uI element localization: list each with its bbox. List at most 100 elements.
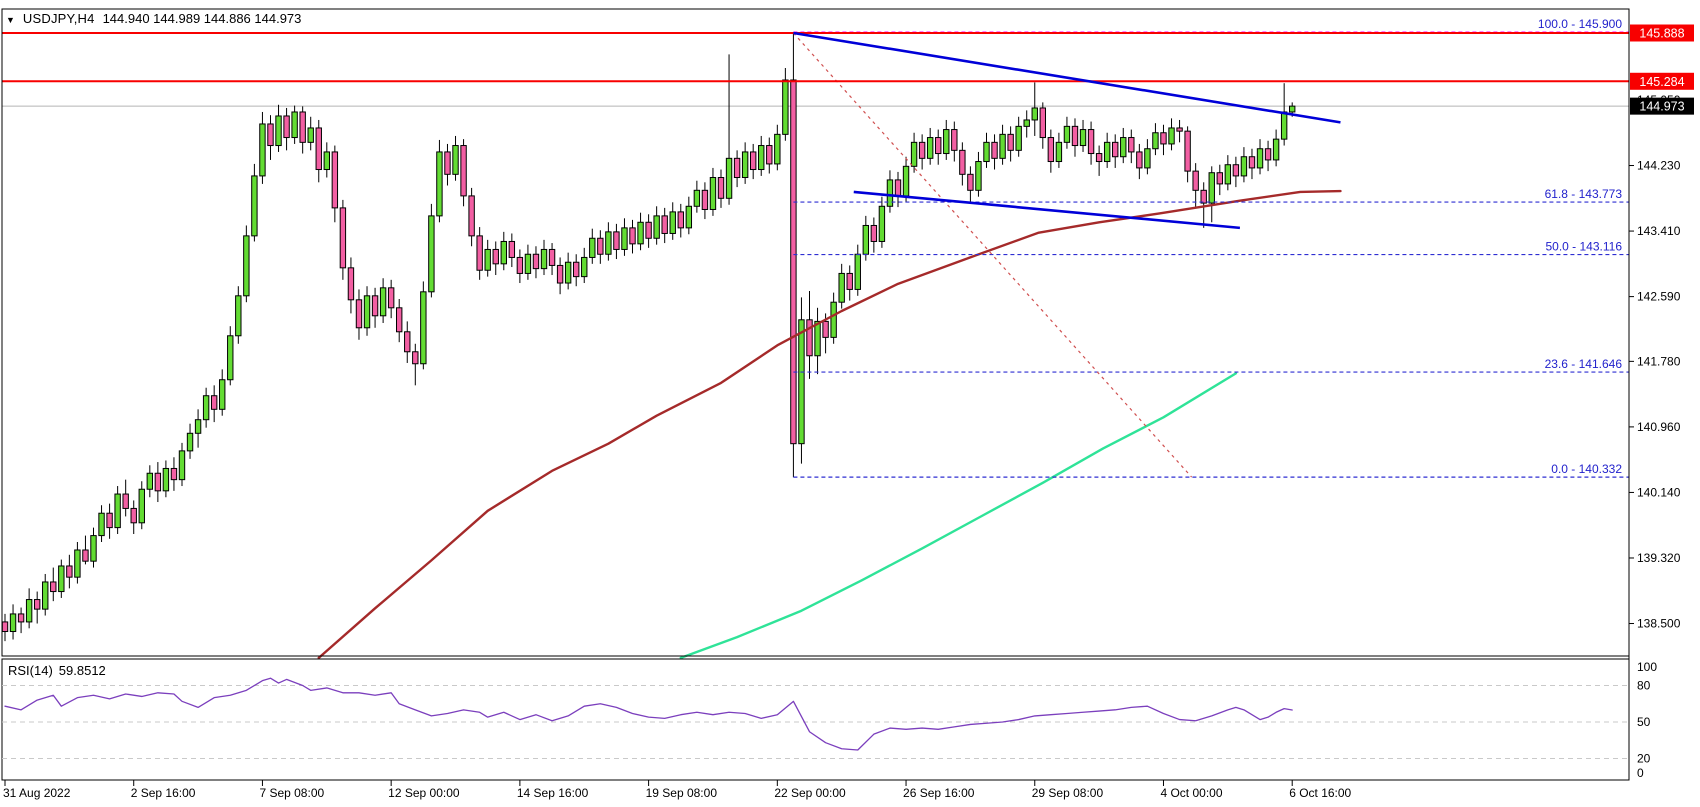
- candle-bearish: [1248, 156, 1256, 169]
- candle-bullish: [1152, 132, 1159, 150]
- candle-bullish: [741, 151, 749, 179]
- candle-bearish: [572, 261, 580, 278]
- candle-bearish: [508, 240, 516, 258]
- candle-bullish: [621, 227, 628, 250]
- candle-bearish: [1136, 151, 1143, 169]
- candle-bearish: [935, 137, 942, 155]
- candle-bullish: [1224, 164, 1232, 185]
- candle-bullish: [98, 512, 105, 537]
- candle-bearish: [476, 235, 483, 271]
- candle-bearish: [315, 127, 322, 171]
- candle-bearish: [1087, 129, 1095, 155]
- candle-bearish: [355, 299, 363, 329]
- candle-bullish: [436, 151, 443, 217]
- frames-layer: [1, 8, 1630, 781]
- candle-bearish: [122, 493, 129, 509]
- candle-bullish: [581, 256, 588, 278]
- candle-bullish: [219, 379, 226, 410]
- candle-bullish: [1120, 137, 1127, 158]
- candle-bearish: [82, 549, 89, 562]
- candle-bullish: [194, 419, 202, 434]
- price-tick-label: 142.590: [1637, 290, 1681, 304]
- ohlc-quote-values: 144.940 144.989 144.886 144.973: [102, 11, 302, 26]
- candle-bearish: [597, 237, 604, 255]
- candle-bullish: [74, 549, 81, 578]
- candle-bearish: [951, 129, 958, 151]
- rsi-panel-layer[interactable]: 100 80 50 200: [2, 660, 1657, 780]
- candle-bearish: [468, 195, 475, 237]
- candle-bullish: [178, 450, 186, 481]
- candle-bearish: [396, 307, 403, 333]
- candle-bearish: [532, 253, 540, 270]
- candle-bullish: [814, 320, 821, 357]
- candle-bullish: [1031, 107, 1038, 121]
- candle-bearish: [766, 145, 773, 165]
- candle-bearish: [444, 151, 451, 175]
- candle-bearish: [1095, 153, 1103, 163]
- time-tick-label: 6 Oct 16:00: [1289, 786, 1351, 800]
- candle-bearish: [1200, 189, 1207, 204]
- time-tick-label: 14 Sep 16:00: [517, 786, 589, 800]
- candle-bullish: [1272, 138, 1280, 161]
- candle-bullish: [975, 161, 982, 191]
- time-tick-label: 22 Sep 00:00: [774, 786, 846, 800]
- candle-bullish: [943, 129, 950, 155]
- price-axis[interactable]: 145.050144.230143.410142.590141.780140.9…: [1628, 9, 1694, 780]
- candle-bullish: [1144, 148, 1151, 169]
- lower-descending-trendline[interactable]: [853, 190, 1241, 230]
- upper-descending-trendline[interactable]: [793, 31, 1341, 124]
- candle-bearish: [645, 221, 652, 239]
- candle-bullish: [653, 215, 660, 239]
- rsi-indicator-label: RSI(14): [8, 663, 53, 678]
- time-tick-label: 29 Sep 08:00: [1032, 786, 1104, 800]
- candle-bullish: [58, 565, 65, 593]
- candle-bullish: [1289, 105, 1296, 113]
- candle-bearish: [50, 581, 57, 593]
- candle-bullish: [910, 141, 918, 167]
- moving-averages-layer: [317, 189, 1342, 660]
- candle-bullish: [259, 123, 266, 177]
- price-tick-label: 140.140: [1637, 485, 1681, 499]
- candle-bullish: [758, 145, 765, 171]
- candle-bullish: [379, 287, 387, 317]
- price-tick-label: 143.410: [1637, 224, 1681, 238]
- candle-bullish: [1023, 119, 1030, 127]
- chart-symbol-label: USDJPY,H4: [22, 11, 95, 26]
- candle-bullish: [862, 224, 870, 255]
- candle-bearish: [629, 227, 636, 245]
- candle-bearish: [460, 145, 467, 197]
- price-badge: [1630, 24, 1694, 42]
- candle-bearish: [170, 467, 178, 481]
- candle-bullish: [669, 211, 676, 234]
- candle-bearish: [1192, 170, 1199, 191]
- candle-bullish: [1240, 156, 1248, 177]
- candle-bullish: [999, 133, 1006, 159]
- rsi-panel-frame: [1, 658, 1630, 781]
- fib-level-label: 23.6 - 141.646: [1545, 357, 1623, 371]
- candle-bullish: [854, 253, 861, 290]
- fib-level-label: 100.0 - 145.900: [1538, 17, 1622, 31]
- candle-bullish: [926, 137, 934, 159]
- candle-bearish: [1232, 164, 1240, 177]
- candle-bullish: [782, 79, 789, 135]
- candle-bullish: [162, 467, 170, 492]
- candle-bullish: [243, 235, 250, 297]
- candle-bearish: [404, 331, 411, 353]
- candle-bearish: [1039, 107, 1047, 139]
- trendlines-layer: [793, 31, 1341, 230]
- candle-bullish: [452, 145, 459, 175]
- slow-ma-line: [317, 189, 1342, 660]
- symbol-dropdown-icon[interactable]: ▼: [6, 14, 15, 25]
- fibonacci-layer: 100.0 - 145.900 61.8 - 143.773 50.0 - 143.…: [792, 17, 1629, 478]
- candle-bullish: [500, 240, 507, 265]
- candle-bearish: [677, 211, 684, 229]
- time-axis[interactable]: 31 Aug 2022 2 Sep 16:00 7 Sep 08:00 12 Sep …: [3, 780, 1352, 800]
- fib-level-label: 0.0 - 140.332: [1551, 462, 1622, 476]
- candle-bullish: [1063, 125, 1071, 143]
- candle-bearish: [967, 173, 974, 191]
- candle-bearish: [1176, 127, 1183, 132]
- candles-layer: [1, 33, 1296, 642]
- rsi-scale-label: 0: [1637, 766, 1644, 780]
